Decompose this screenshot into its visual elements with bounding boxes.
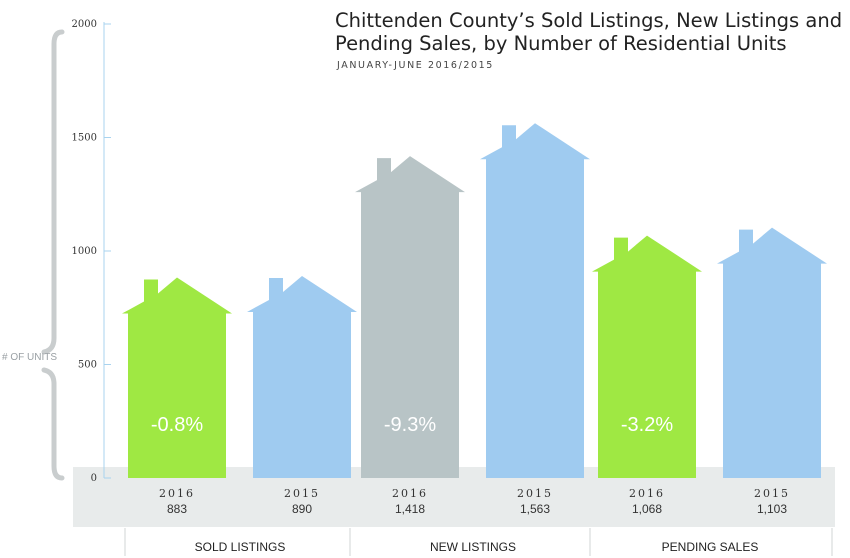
series-year-label: 2016	[629, 487, 665, 500]
value-label: 890	[292, 502, 312, 516]
category-label: SOLD LISTINGS	[195, 540, 286, 554]
y-tick-label: 2000	[72, 19, 97, 30]
y-tick-label: 500	[78, 360, 97, 371]
category-label: PENDING SALES	[662, 540, 759, 554]
change-annotation: -3.2%	[621, 414, 673, 436]
bar-house-2016-1	[122, 277, 232, 478]
value-label: 883	[167, 502, 187, 516]
bar-house-2015-2	[480, 123, 590, 478]
chart-subtitle: JANUARY-JUNE 2016/2015	[337, 60, 494, 71]
y-axis-bracket	[41, 29, 65, 481]
y-tick-label: 0	[91, 473, 97, 484]
y-tick-label: 1000	[72, 246, 97, 257]
bar-house-2016-2	[355, 156, 465, 478]
bar-house-2015-1	[247, 275, 357, 478]
series-year-label: 2015	[754, 487, 790, 500]
y-tick-label: 1500	[72, 133, 97, 144]
value-label: 1,418	[395, 502, 425, 516]
value-label: 1,068	[632, 502, 662, 516]
series-year-label: 2016	[392, 487, 428, 500]
series-year-label: 2015	[284, 487, 320, 500]
category-label: NEW LISTINGS	[430, 540, 516, 554]
series-year-label: 2016	[159, 487, 195, 500]
y-axis-label: # OF UNITS	[2, 352, 58, 363]
change-annotation: -0.8%	[151, 414, 203, 436]
bar-house-2016-3	[592, 235, 702, 478]
chart-title: Chittenden County’s Sold Listings, New L…	[335, 9, 843, 55]
series-year-label: 2015	[517, 487, 553, 500]
bar-house-2015-3	[717, 227, 827, 478]
change-annotation: -9.3%	[384, 414, 436, 436]
value-label: 1,563	[520, 502, 550, 516]
value-label: 1,103	[757, 502, 787, 516]
